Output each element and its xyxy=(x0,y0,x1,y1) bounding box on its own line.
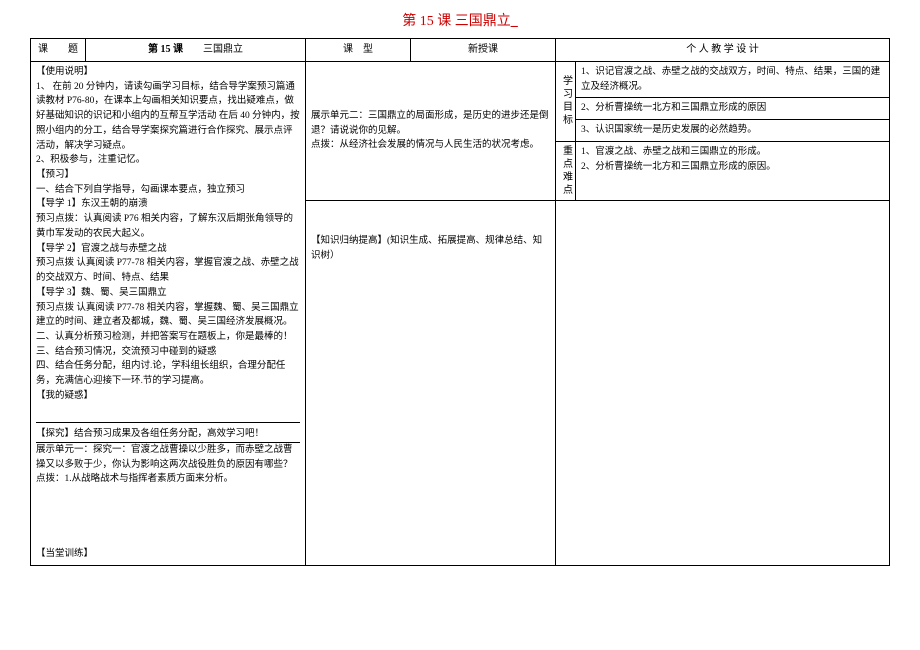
objective-2: 2、分析曹操统一北方和三国鼎立形成的原因 xyxy=(576,98,890,120)
lesson-label: 课 题 xyxy=(31,39,86,62)
page-title: 第 15 课 三国鼎立_ xyxy=(30,10,890,30)
keypoints-label: 重点难点 xyxy=(556,141,576,200)
design-area xyxy=(556,200,890,565)
type-value: 新授课 xyxy=(411,39,556,62)
mid-lower: 【知识归纳提高】(知识生成、拓展提高、规律总结、知识树） xyxy=(306,200,556,565)
mid-upper: 展示单元二：三国鼎立的局面形成，是历史的进步还是倒退？请说说你的见解。 点拨：从… xyxy=(306,62,556,201)
objective-1: 1、识记官渡之战、赤壁之战的交战双方，时间、特点、结果，三国的建立及经济概况。 xyxy=(576,62,890,98)
type-label: 课 型 xyxy=(306,39,411,62)
left-content: 【使用说明】 1、 在前 20 分钟内，请读勾画学习目标，结合导学案预习篇通读教… xyxy=(31,62,306,566)
objectives-label: 学习目标 xyxy=(556,62,576,142)
lesson-table: 课 题 第 15 课 三国鼎立 课 型 新授课 个 人 教 学 设 计 【使用说… xyxy=(30,38,890,566)
objective-3: 3、认识国家统一是历史发展的必然趋势。 xyxy=(576,120,890,142)
lesson-title: 第 15 课 三国鼎立 xyxy=(86,39,306,62)
design-label: 个 人 教 学 设 计 xyxy=(556,39,890,62)
keypoints: 1、官渡之战、赤壁之战和三国鼎立的形成。 2、分析曹操统一北方和三国鼎立形成的原… xyxy=(576,141,890,200)
